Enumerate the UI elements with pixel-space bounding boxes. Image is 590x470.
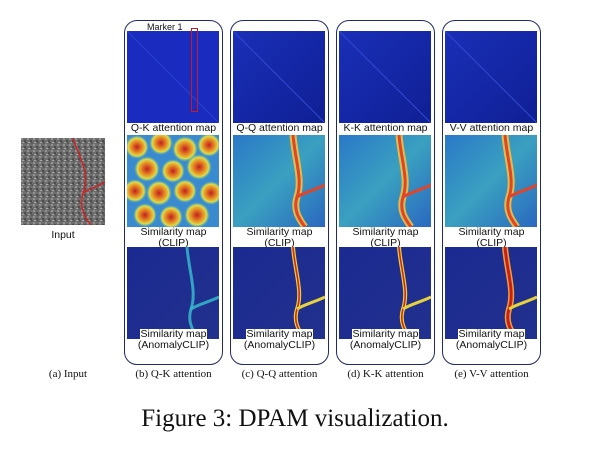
clip-similarity-label-1: Similarity map: [245, 226, 314, 238]
anomalyclip-similarity-label-2: (AnomalyCLIP): [348, 339, 423, 351]
clip-similarity-label-1: Similarity map: [351, 226, 420, 238]
subcaption-vv: (e) V-V attention: [454, 368, 529, 380]
anomalyclip-similarity-label-2: (AnomalyCLIP): [242, 339, 317, 351]
qk-attention-map: [127, 31, 219, 123]
vv-anomalyclip-similarity-map: [445, 247, 537, 339]
attention-map-label: Q-Q attention map: [235, 122, 324, 134]
panel-kk-attention: K-K attention map Similarity map (CLIP) …: [336, 20, 435, 365]
clip-similarity-label-1: Similarity map: [139, 226, 208, 238]
clip-similarity-label-2: (CLIP): [369, 237, 402, 249]
qk-anomalyclip-similarity-map: [127, 247, 219, 339]
vv-attention-map: [445, 31, 537, 123]
attention-map-label: Q-K attention map: [129, 122, 218, 134]
clip-similarity-label-2: (CLIP): [263, 237, 296, 249]
kk-clip-similarity-map: [339, 135, 431, 227]
anomalyclip-similarity-label-1: Similarity map: [457, 328, 526, 340]
clip-similarity-label-2: (CLIP): [475, 237, 508, 249]
kk-anomalyclip-similarity-map: [339, 247, 431, 339]
subcaption-input: (a) Input: [48, 368, 88, 380]
subcaption-qq: (c) Q-Q attention: [241, 368, 318, 380]
qq-anomalyclip-similarity-map: [233, 247, 325, 339]
anomalyclip-similarity-label-1: Similarity map: [139, 328, 208, 340]
anomalyclip-similarity-label-2: (AnomalyCLIP): [136, 339, 211, 351]
attention-map-label: K-K attention map: [342, 122, 429, 134]
marker-1-box: [191, 28, 198, 112]
input-image: [21, 138, 105, 225]
panel-qk-attention: Marker 1 Q-K attention map Similarity ma…: [124, 20, 223, 365]
clip-similarity-label-1: Similarity map: [457, 226, 526, 238]
anomalyclip-similarity-label-1: Similarity map: [351, 328, 420, 340]
anomalyclip-similarity-label-2: (AnomalyCLIP): [454, 339, 529, 351]
kk-attention-map: [339, 31, 431, 123]
qq-attention-map: [233, 31, 325, 123]
qk-clip-similarity-map: [127, 135, 219, 227]
clip-similarity-label-2: (CLIP): [157, 237, 190, 249]
figure-caption: Figure 3: DPAM visualization.: [141, 405, 449, 432]
panel-qq-attention: Q-Q attention map Similarity map (CLIP) …: [230, 20, 329, 365]
qq-clip-similarity-map: [233, 135, 325, 227]
vv-clip-similarity-map: [445, 135, 537, 227]
marker-1-label: Marker 1: [147, 22, 183, 32]
subcaption-qk: (b) Q-K attention: [135, 368, 212, 380]
attention-map-label: V-V attention map: [448, 122, 535, 134]
anomalyclip-similarity-label-1: Similarity map: [245, 328, 314, 340]
panel-vv-attention: V-V attention map Similarity map (CLIP) …: [442, 20, 541, 365]
subcaption-kk: (d) K-K attention: [347, 368, 424, 380]
input-label: Input: [51, 229, 75, 241]
